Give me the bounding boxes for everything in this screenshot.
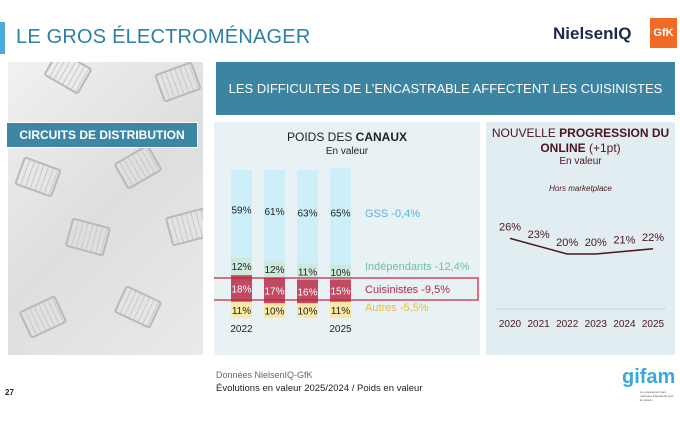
- bar-gss-2023: [264, 170, 285, 261]
- bar-gss-2025: [330, 168, 351, 265]
- legend-indépendants: Indépendants -12,4%: [365, 261, 470, 273]
- x-tick-label: 2022: [230, 324, 253, 335]
- page-number: 27: [5, 388, 14, 397]
- bar-label: 10%: [264, 307, 284, 318]
- chart-note: Hors marketplace: [549, 184, 612, 193]
- bar-indépendants-2023: [264, 260, 285, 279]
- highlight-box: [214, 277, 479, 301]
- gifam-tagline: Le groupement des marques d'appareils po…: [640, 390, 674, 402]
- stacked-bar-chart: 11% 18% 12% 59% 2022 10% 17% 12% 61% 10% 16% 11% 63%…: [214, 168, 479, 335]
- data-label: 20%: [556, 237, 578, 249]
- chart-title: POIDS DES CANAUX: [286, 130, 408, 144]
- bar-label: 11%: [232, 306, 251, 317]
- title-accent: [0, 22, 5, 54]
- bar-label: 10%: [330, 268, 350, 279]
- bar-label: 18%: [231, 284, 251, 295]
- bar-label: 10%: [297, 307, 317, 318]
- x-tick-label: 2022: [556, 319, 579, 330]
- bar-label: 16%: [297, 287, 317, 298]
- bar-label: 11%: [298, 267, 317, 278]
- bar-cuisinistes-2022: [231, 275, 252, 302]
- bar-autres-2022: [231, 301, 252, 318]
- online-panel: NOUVELLE PROGRESSION DU ONLINE (+1pt) En…: [486, 122, 675, 355]
- data-label: 21%: [613, 234, 635, 246]
- bar-cuisinistes-2023: [264, 278, 285, 304]
- chart-subtitle: En valeur: [325, 146, 369, 157]
- bar-indépendants-2022: [231, 257, 252, 276]
- gifam-logo: gifam: [622, 366, 676, 388]
- online-share-line: [509, 237, 654, 255]
- bar-cuisinistes-2024: [297, 279, 318, 304]
- x-tick-label: 2021: [527, 319, 550, 330]
- data-label: 26%: [499, 221, 521, 233]
- chart-subtitle: En valeur: [559, 156, 602, 167]
- bar-label: 11%: [331, 306, 350, 317]
- bar-autres-2024: [297, 303, 318, 318]
- gfk-logo: GfK: [650, 18, 677, 48]
- bar-label: 65%: [330, 209, 350, 220]
- data-label: 23%: [528, 229, 550, 241]
- legend-autres: Autres -5,5%: [365, 302, 429, 314]
- bar-label: 12%: [264, 265, 284, 276]
- bar-indépendants-2025: [330, 264, 351, 280]
- chart-title-line2: ONLINE (+1pt): [540, 141, 621, 155]
- bar-label: 12%: [231, 262, 251, 273]
- nielseniq-logo: NielsenIQ: [553, 24, 632, 43]
- bar-label: 59%: [231, 206, 251, 217]
- source-note: Évolutions en valeur 2025/2024 / Poids e…: [216, 383, 423, 394]
- x-tick-label: 2023: [585, 319, 608, 330]
- bar-indépendants-2024: [297, 263, 318, 280]
- channel-weight-panel: POIDS DES CANAUX En valeur 11% 18% 12% 59% 2…: [214, 122, 480, 355]
- x-tick-label: 2025: [642, 319, 665, 330]
- legend-gss: GSS -0,4%: [365, 208, 420, 220]
- data-label: 22%: [642, 232, 664, 244]
- bar-autres-2025: [330, 301, 351, 318]
- section-label: CIRCUITS DE DISTRIBUTION: [6, 122, 198, 148]
- page-title: LE GROS ÉLECTROMÉNAGER: [16, 26, 311, 48]
- bar-gss-2024: [297, 170, 318, 264]
- bar-label: 63%: [297, 209, 317, 220]
- chart-title-line1: NOUVELLE PROGRESSION DU: [491, 126, 670, 140]
- bar-autres-2023: [264, 303, 285, 318]
- line-chart: 26% 2020 23% 2021 20% 2022 20% 2023 21% 2024 22% 20…: [496, 221, 666, 330]
- bar-label: 17%: [264, 287, 284, 298]
- x-tick-label: 2025: [329, 324, 352, 335]
- legend-cuisinistes: Cuisinistes -9,5%: [365, 284, 450, 296]
- bar-cuisinistes-2025: [330, 279, 351, 302]
- bar-label: 15%: [330, 287, 350, 298]
- bar-label: 61%: [264, 207, 284, 218]
- x-tick-label: 2020: [499, 319, 522, 330]
- x-tick-label: 2024: [613, 319, 636, 330]
- shopping-carts-photo: [8, 62, 203, 355]
- source-text: Données NielsenIQ-GfK: [216, 370, 313, 380]
- headline-banner: LES DIFFICULTES DE L’ENCASTRABLE AFFECTE…: [216, 62, 675, 115]
- data-label: 20%: [585, 237, 607, 249]
- bar-gss-2022: [231, 170, 252, 258]
